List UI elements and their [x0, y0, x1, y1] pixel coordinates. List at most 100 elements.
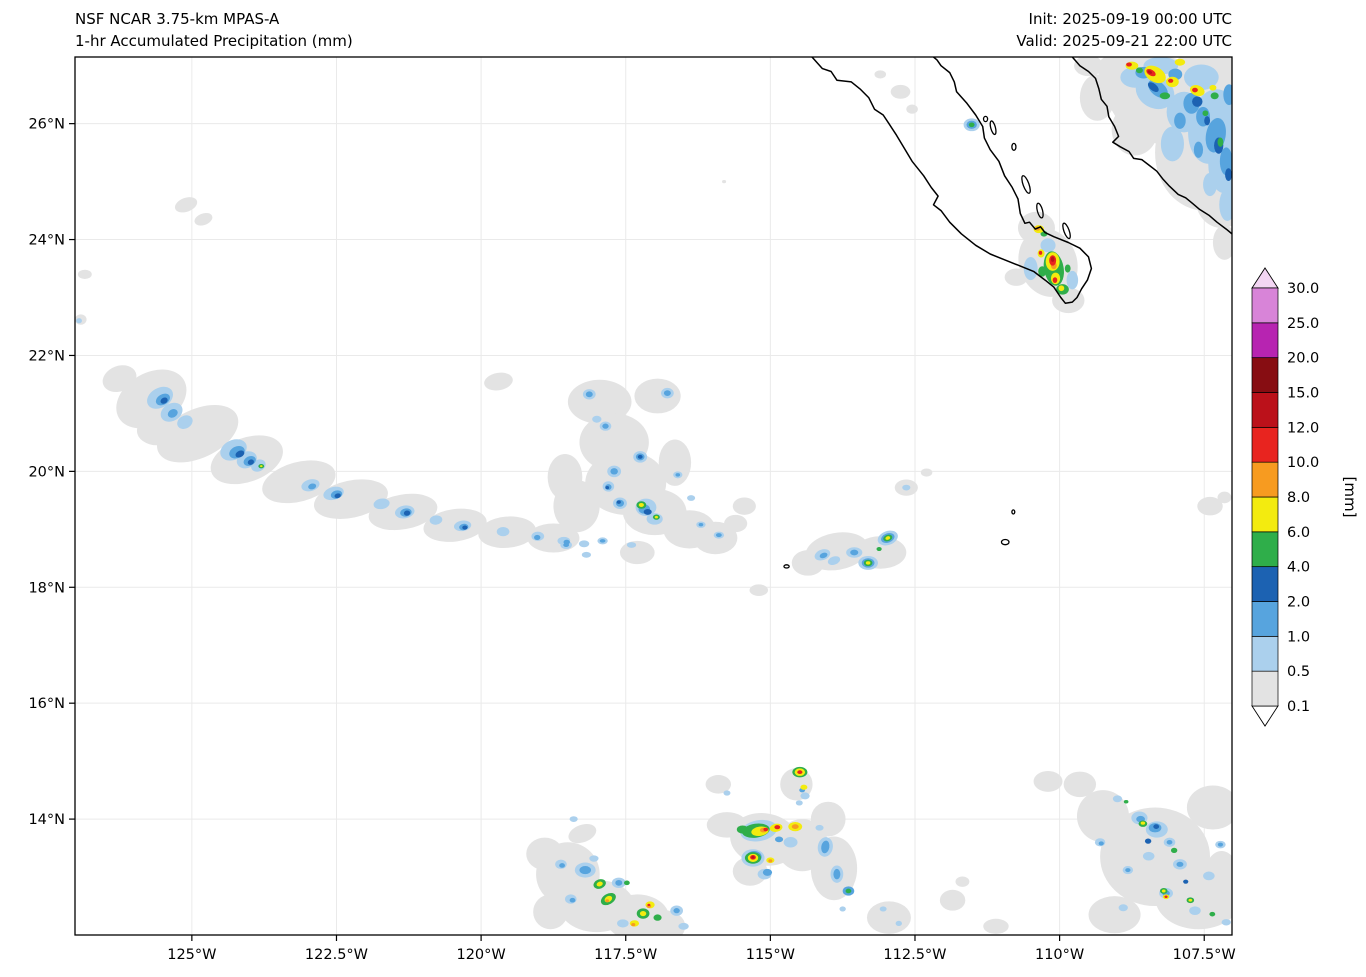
precip-cell-g — [102, 365, 137, 393]
precip-cell-b2 — [715, 533, 722, 538]
colorbar-segment — [1251, 670, 1279, 707]
precip-cell-grn — [968, 122, 975, 128]
precip-cell-b1 — [617, 919, 629, 928]
y-tick-label: 22°N — [28, 348, 65, 364]
precip-cell-b3 — [637, 454, 643, 459]
precip-cell-b1 — [1112, 795, 1123, 803]
precip-cell-b1 — [879, 906, 887, 912]
precip-cell-b3 — [643, 509, 652, 515]
colorbar-segment — [1251, 461, 1279, 498]
precip-cell-b1 — [827, 556, 841, 566]
precip-cell-b1 — [76, 318, 82, 324]
colorbar-tick-label: 6.0 — [1287, 525, 1310, 541]
precip-cell-g — [136, 416, 178, 446]
precip-cell-b1 — [1160, 126, 1184, 162]
precip-cell-g — [920, 468, 933, 477]
precip-cell-g — [1204, 850, 1232, 904]
precip-cell-b3 — [605, 485, 610, 490]
colorbar-tick-label: 12.0 — [1287, 420, 1319, 436]
precip-cell-red — [1126, 62, 1132, 67]
colorbar-tick-label: 20.0 — [1287, 351, 1319, 367]
precip-cell-b2 — [599, 539, 606, 543]
precip-cell-org — [791, 824, 799, 829]
precip-cell-b1 — [800, 792, 810, 800]
precip-cell-b3 — [1153, 824, 1160, 829]
precip-cell-b3 — [403, 510, 411, 516]
axis-ticks — [69, 123, 1205, 941]
precip-cell-b2 — [559, 863, 565, 868]
island-outline — [1036, 202, 1044, 219]
precip-cell-g — [732, 497, 756, 515]
precip-cell-b1 — [496, 527, 510, 537]
precip-cell-b3 — [1225, 168, 1232, 182]
precip-cell-g — [706, 812, 748, 838]
precip-cell-yel — [1174, 58, 1186, 66]
precip-cell-b2 — [563, 542, 570, 547]
precip-cell-g — [262, 460, 336, 504]
precip-cell-g — [722, 179, 727, 184]
precip-cell-grn — [1202, 110, 1209, 117]
x-tick-label: 122.5°W — [305, 947, 368, 963]
precip-cell-b1 — [687, 495, 696, 501]
precip-cell-b1 — [626, 542, 637, 548]
precip-cell-b1 — [578, 540, 590, 548]
precip-cell-g — [939, 889, 966, 911]
precip-cell-yel — [1209, 84, 1217, 91]
precip-cell-b2 — [569, 897, 576, 903]
y-tick-label: 26°N — [28, 117, 65, 133]
precip-cell-grn — [876, 546, 882, 552]
colorbar-tick-label: 10.0 — [1287, 455, 1319, 471]
colorbar-segment — [1251, 426, 1279, 463]
precip-cell-b2 — [833, 868, 841, 880]
colorbar-tick-label: 25.0 — [1287, 316, 1319, 332]
precip-cell-yel — [260, 465, 263, 468]
precip-cell-g — [890, 84, 911, 99]
precip-cell-b1 — [783, 837, 798, 848]
precip-cell-g — [658, 439, 692, 486]
precip-cell-yel — [1140, 821, 1146, 825]
precip-cell-grn — [1210, 92, 1219, 100]
precip-cell-b1 — [815, 824, 824, 831]
coastline-baja-california-peninsula — [811, 57, 1093, 305]
precip-cell-b2 — [1174, 112, 1186, 129]
precip-cell-dred — [1147, 70, 1152, 74]
plot-time-block: Init: 2025-09-19 00:00 UTC Valid: 2025-0… — [1016, 8, 1232, 52]
y-tick-label: 20°N — [28, 464, 65, 480]
precip-cell-b1 — [429, 515, 443, 525]
precip-cell-g — [77, 269, 92, 279]
precip-cell-g — [906, 104, 918, 114]
colorbar-segment — [1251, 496, 1279, 533]
colorbar-segment — [1251, 357, 1279, 393]
island-outline — [1021, 175, 1031, 194]
precip-cell-b1 — [1203, 172, 1217, 197]
precip-cell-g — [1088, 896, 1141, 934]
precip-cell-g — [641, 910, 686, 935]
precip-cell-g — [1004, 268, 1028, 286]
precip-cell-b2 — [821, 840, 830, 854]
precip-cell-b2 — [774, 836, 784, 843]
precip-cell-b3 — [1183, 879, 1189, 884]
precip-cell-g — [1217, 491, 1232, 504]
precip-cell-g — [634, 378, 681, 414]
precip-cell-b1 — [581, 551, 592, 558]
axis-tick-labels: 125°W 122.5°W 120°W 117.5°W 115°W 112.5°W 110°… — [28, 117, 1235, 963]
precip-cell-b2 — [167, 409, 178, 418]
precip-cell-g — [1212, 225, 1232, 260]
init-time-label: Init: 2025-09-19 00:00 UTC — [1028, 10, 1232, 28]
precip-cell-b1 — [1183, 64, 1219, 91]
precip-cell-b1 — [1221, 919, 1231, 926]
colorbar-over-arrow — [1251, 267, 1279, 289]
coastline-layer — [783, 57, 1232, 569]
precip-cell-red — [1168, 78, 1174, 83]
precip-cell-grn — [653, 914, 662, 921]
precip-cell-grn — [736, 825, 749, 834]
precip-cell-yel — [1058, 285, 1065, 292]
precip-cell-b1 — [902, 484, 911, 491]
precip-cell-yel — [654, 515, 659, 519]
precip-cell-g — [983, 918, 1009, 934]
precip-cell-b2 — [1098, 841, 1104, 846]
precip-cell-g — [693, 521, 738, 555]
precip-cell-org — [605, 899, 610, 903]
precip-cell-b2 — [819, 552, 828, 559]
colorbar-under-arrow — [1251, 705, 1279, 727]
